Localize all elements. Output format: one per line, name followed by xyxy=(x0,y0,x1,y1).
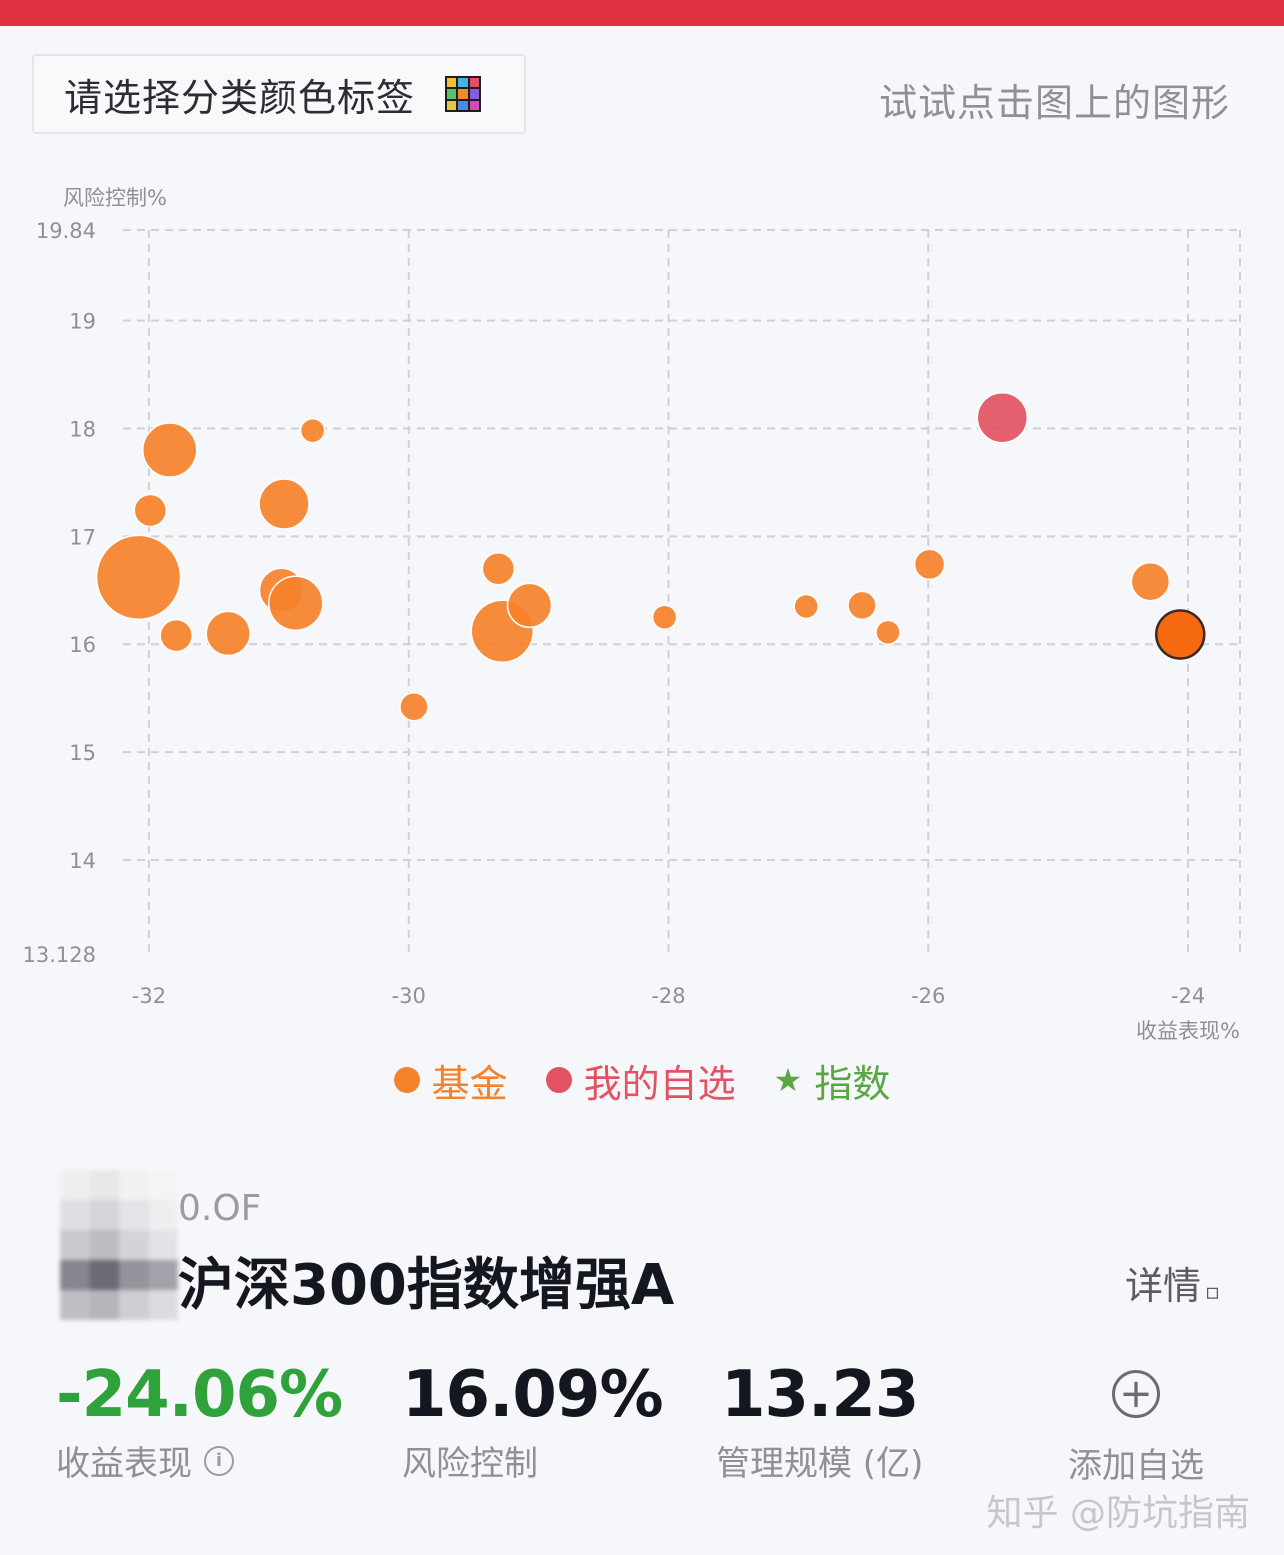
fund-point[interactable] xyxy=(875,619,901,646)
legend-item-fund[interactable]: 基金 xyxy=(393,1053,508,1108)
top-accent-bar xyxy=(0,0,1284,26)
fund-point[interactable] xyxy=(481,551,516,586)
fund-point[interactable] xyxy=(793,593,819,620)
chart-points[interactable] xyxy=(95,391,1206,722)
fund-code: 0.OF xyxy=(178,1188,262,1229)
add-watchlist-plus-icon[interactable]: + xyxy=(1112,1370,1160,1418)
fund-point[interactable] xyxy=(651,604,678,630)
chevron-right-icon: ▫ xyxy=(1205,1280,1220,1305)
fund-point[interactable] xyxy=(399,692,429,722)
fund-point[interactable] xyxy=(133,493,168,528)
x-tick-label: -28 xyxy=(651,984,685,1008)
fund-point[interactable] xyxy=(95,534,182,621)
fund-point[interactable] xyxy=(1130,561,1171,602)
stat-return-value: -24.06% xyxy=(56,1358,343,1432)
fund-point[interactable] xyxy=(142,422,198,478)
fund-point[interactable] xyxy=(506,582,553,629)
color-grid-icon xyxy=(445,76,482,112)
watermark: 知乎 @防坑指南 xyxy=(986,1493,1250,1534)
fund-name: 沪深300指数增强A xyxy=(178,1253,675,1318)
legend-label-watchlist: 我的自选 xyxy=(583,1061,736,1106)
y-tick-label: 17 xyxy=(69,525,96,549)
legend-item-index[interactable]: ★ 指数 xyxy=(774,1053,891,1108)
chart-legend: 基金 我的自选 ★ 指数 xyxy=(0,1050,1284,1110)
stat-return: -24.06% 收益表现 i xyxy=(56,1358,343,1485)
star-icon: ★ xyxy=(773,1061,803,1099)
stat-scale-label: 管理规模 (亿) xyxy=(716,1444,924,1484)
chart-labels: 13.128 14 15 16 17 18 19 19.84 -32 -30 -28 -26 -24 风险… xyxy=(23,186,1240,1043)
red-circle-icon xyxy=(545,1067,572,1093)
watchlist-point[interactable] xyxy=(976,391,1029,444)
fund-point[interactable] xyxy=(205,610,251,657)
fund-point[interactable] xyxy=(847,590,877,621)
legend-item-watchlist[interactable]: 我的自选 xyxy=(545,1053,736,1108)
legend-label-fund: 基金 xyxy=(431,1061,508,1106)
details-label: 详情 xyxy=(1125,1264,1202,1308)
chart-hint-text: 试试点击图上的图形 xyxy=(878,81,1230,125)
y-tick-label: 16 xyxy=(69,633,96,657)
y-tick-label: 19 xyxy=(69,310,96,334)
x-axis-title: 收益表现% xyxy=(1136,1019,1240,1043)
legend-label-index: 指数 xyxy=(814,1061,891,1106)
chart-grid xyxy=(123,229,1241,954)
scatter-chart[interactable]: 13.128 14 15 16 17 18 19 19.84 -32 -30 -28 -26 -24 风险… xyxy=(0,150,1284,1050)
stat-risk: 16.09% 风险控制 xyxy=(402,1358,664,1485)
details-link[interactable]: 详情 ▫ xyxy=(1125,1255,1220,1310)
category-button-label: 请选择分类颜色标签 xyxy=(64,75,416,120)
stat-return-label: 收益表现 xyxy=(56,1444,192,1484)
y-tick-label: 15 xyxy=(69,741,96,765)
fund-point[interactable] xyxy=(299,417,326,444)
x-tick-label: -26 xyxy=(911,984,945,1008)
x-tick-label: -24 xyxy=(1171,984,1205,1008)
stat-risk-value: 16.09% xyxy=(402,1358,664,1432)
fund-point[interactable] xyxy=(267,575,324,631)
stat-scale: 13.23 管理规模 (亿) xyxy=(716,1360,923,1485)
y-axis-title: 风险控制% xyxy=(63,186,167,210)
stat-scale-value: 13.23 xyxy=(720,1358,919,1432)
add-watchlist-label[interactable]: 添加自选 xyxy=(1068,1446,1204,1486)
fund-point[interactable] xyxy=(159,618,194,653)
x-tick-label: -32 xyxy=(132,984,166,1008)
y-tick-label: 18 xyxy=(69,417,96,441)
blurred-fund-code xyxy=(60,1170,178,1320)
fund-point[interactable] xyxy=(258,478,310,530)
category-color-button[interactable]: 请选择分类颜色标签 xyxy=(32,54,526,134)
stat-risk-label: 风险控制 xyxy=(402,1444,538,1484)
orange-circle-icon xyxy=(393,1067,420,1093)
y-tick-label: 13.128 xyxy=(23,943,96,967)
x-tick-label: -30 xyxy=(392,984,426,1008)
fund-point[interactable] xyxy=(1155,609,1206,660)
y-tick-label: 14 xyxy=(69,849,96,873)
fund-point[interactable] xyxy=(913,548,946,581)
info-icon[interactable]: i xyxy=(204,1445,234,1476)
y-tick-label: 19.84 xyxy=(36,219,96,243)
